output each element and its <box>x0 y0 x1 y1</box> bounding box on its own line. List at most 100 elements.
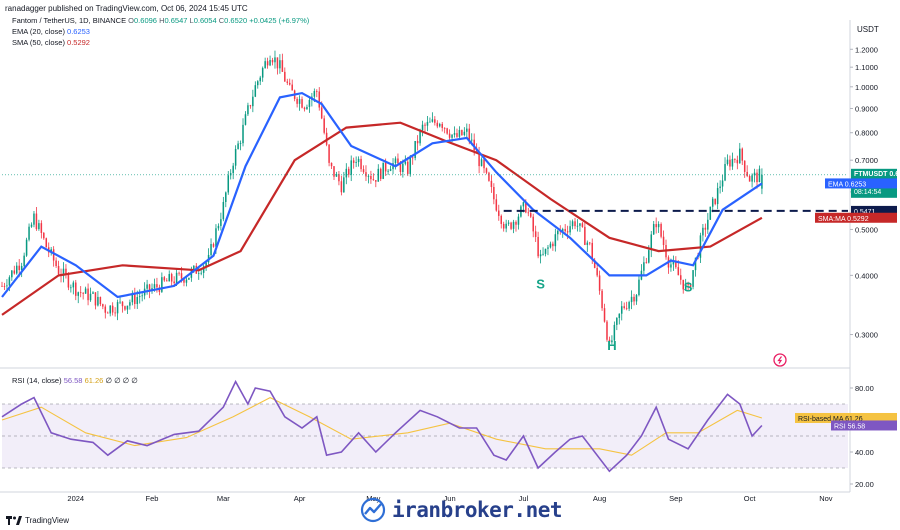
candle-body <box>628 302 630 309</box>
rsi-pane[interactable] <box>1 379 848 473</box>
symbol-name[interactable]: Fantom / TetherUS, 1D, BINANCE <box>12 16 127 25</box>
candle-body <box>451 134 453 138</box>
candle-body <box>483 159 485 169</box>
candle-body <box>28 226 30 240</box>
candle-body <box>704 227 707 230</box>
candle-body <box>407 161 409 174</box>
candle-body <box>185 279 188 283</box>
candle-body <box>539 254 542 257</box>
candle-body <box>446 128 448 134</box>
candle-body <box>620 306 623 314</box>
pattern-label: S <box>684 279 693 294</box>
candle-body <box>761 174 763 189</box>
candle-body <box>249 105 252 107</box>
candle-body <box>106 312 109 314</box>
candle-body <box>485 168 488 173</box>
candle-body <box>502 223 505 229</box>
rsi-tick-label: 20.00 <box>855 480 874 489</box>
candle-body <box>252 96 254 107</box>
candle-body <box>711 198 714 207</box>
candle-body <box>237 143 239 150</box>
candle-body <box>370 175 372 180</box>
candle-body <box>466 128 468 132</box>
time-tick-label: Mar <box>217 494 230 503</box>
candle-body <box>611 340 613 343</box>
candle-body <box>308 99 311 107</box>
candle-body <box>347 168 350 175</box>
candle-body <box>170 274 173 282</box>
candle-body <box>298 99 301 104</box>
candle-body <box>217 225 220 229</box>
price-pane[interactable]: S H S <box>1 50 848 354</box>
candle-body <box>303 107 306 110</box>
candle-body <box>340 181 343 193</box>
rsi-legend[interactable]: RSI (14, close) 56.58 61.26 ∅ ∅ ∅ ∅ <box>12 376 138 385</box>
candle-body <box>350 160 352 175</box>
candle-body <box>517 216 520 225</box>
candle-body <box>212 244 215 247</box>
candle-body <box>156 284 158 288</box>
candle-body <box>271 60 274 63</box>
candle-body <box>195 265 198 274</box>
candle-body <box>365 172 367 177</box>
candle-body <box>200 272 202 274</box>
pattern-label: S <box>536 277 545 292</box>
rsi-ma-axis-tag-text: RSI-based MA 61.26 <box>798 416 863 423</box>
candle-body <box>640 270 643 280</box>
sma-line <box>1 121 763 316</box>
pattern-label: H <box>607 338 616 353</box>
candle-body <box>269 60 271 66</box>
candle-body <box>92 292 94 294</box>
candle-body <box>729 159 731 167</box>
ohlc-close: 0.6520 <box>224 16 248 25</box>
candle-body <box>357 158 360 163</box>
candle-body <box>40 223 43 233</box>
ema-line <box>1 91 763 299</box>
candle-body <box>33 213 35 225</box>
candle-body <box>665 245 667 258</box>
candle-body <box>598 275 601 291</box>
candle-body <box>751 175 753 182</box>
candle-body <box>554 234 557 247</box>
candle-body <box>52 249 55 261</box>
candle-body <box>352 160 355 163</box>
ema-legend[interactable]: EMA (20, close) 0.6253 <box>12 27 90 36</box>
candle-body <box>318 91 321 108</box>
ohlc-open: 0.6096 <box>134 16 157 25</box>
candle-body <box>259 77 261 82</box>
candle-body <box>591 242 593 260</box>
candle-body <box>175 272 178 284</box>
candle-body <box>431 119 434 122</box>
candle-body <box>197 273 200 275</box>
candle-body <box>70 287 72 289</box>
candle-body <box>670 264 672 268</box>
candle-body <box>79 292 82 294</box>
broker-logo-icon <box>360 497 386 523</box>
sma-legend[interactable]: SMA (50, close) 0.5292 <box>12 38 90 47</box>
candle-body <box>384 162 387 172</box>
candle-body <box>719 186 721 189</box>
candle-body <box>25 239 28 256</box>
candle-body <box>77 292 80 296</box>
candle-body <box>35 213 38 230</box>
candle-body <box>158 287 161 292</box>
candle-body <box>229 173 232 176</box>
candle-body <box>205 262 207 267</box>
candle-body <box>146 284 148 289</box>
candle-body <box>397 158 399 164</box>
tradingview-logo[interactable]: TradingView <box>6 516 69 525</box>
candle-body <box>84 288 87 294</box>
candle-body <box>335 174 338 177</box>
candle-body <box>264 61 266 69</box>
candle-body <box>547 247 549 249</box>
candle-body <box>109 305 111 314</box>
candle-body <box>409 157 412 174</box>
watermark-text: iranbroker.net <box>392 498 563 522</box>
candle-body <box>316 91 318 92</box>
candle-body <box>500 215 503 224</box>
ema-legend-label: EMA (20, close) <box>12 27 65 36</box>
candle-body <box>227 175 230 193</box>
candle-body <box>266 61 269 66</box>
alert-icon[interactable] <box>773 353 787 367</box>
